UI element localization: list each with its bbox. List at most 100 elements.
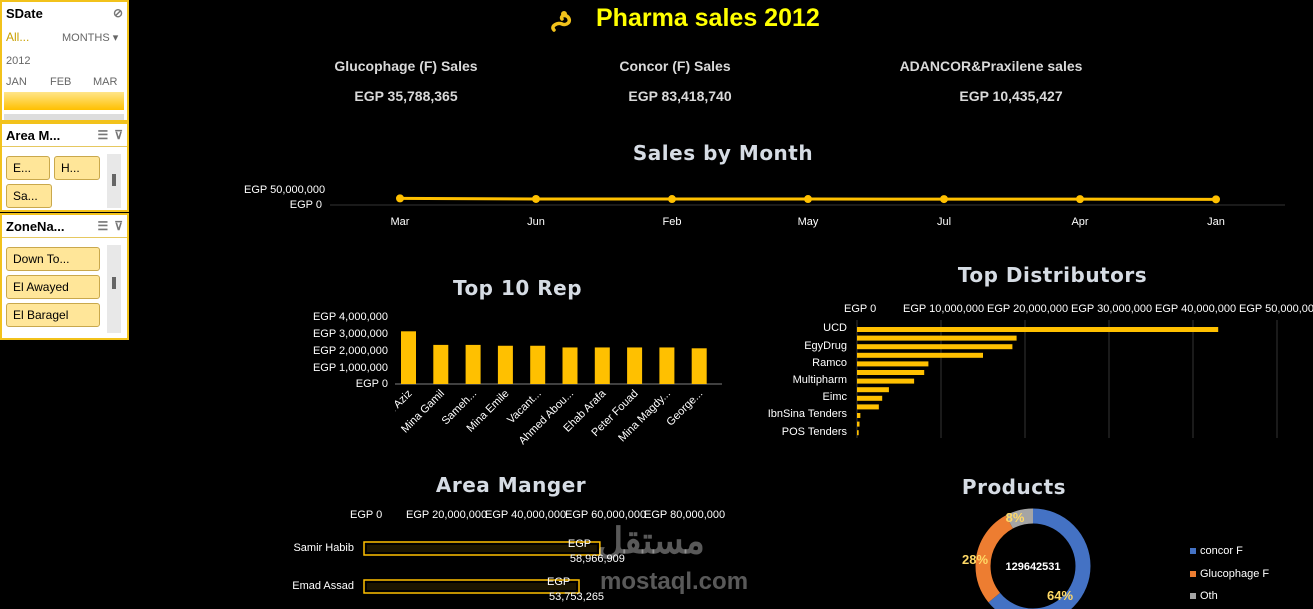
distributor-bar [857,327,1219,332]
distributors-y-label: POS Tenders [781,426,847,438]
sales-month-point [396,194,404,203]
sdate-month-mar[interactable]: MAR [93,76,118,88]
sdate-all-label[interactable]: All... [6,30,30,44]
distributors-y-label: UCD [823,322,847,334]
distributor-bar [857,387,889,393]
sales-month-x-label: Jun [527,216,545,228]
rep-bar [497,345,513,384]
area-manager-y-label: Emad Assad [292,580,354,592]
sdate-month-feb[interactable]: FEB [50,76,72,88]
area-manager-y-label: Samir Habib [293,542,354,554]
sdate-timeline-scrollbar[interactable] [4,114,124,120]
watermark-latin: mostaql.com [600,568,749,595]
sdate-year-label: 2012 [6,55,31,67]
rep-bar [465,344,481,384]
area-manager-x-label: EGP 40,000,000 [485,509,567,521]
distributors-y-label: EgyDrug [804,340,847,352]
sales-month-x-label: Jan [1207,216,1225,228]
sales-by-month-title: Sales by Month [632,141,814,165]
distributors-x-label: EGP 30,000,000 [1071,303,1153,315]
distributor-bar [857,344,1013,350]
area-manager-chart-title: Area Manger [435,473,587,497]
zone-name-slicer[interactable]: ZoneNa... ☰ ⊽ Down To... El Awayed El Bar… [0,213,129,340]
distributor-bar [857,378,915,384]
legend-glucophage-swatch [1190,571,1196,577]
zone-name-item[interactable]: El Awayed [6,275,100,299]
sales-month-point [804,195,812,204]
top-distributors-title: Top Distributors [957,263,1148,287]
kpi-glucophage-value: EGP 35,788,365 [354,88,458,104]
area-manager-bar [363,579,580,594]
area-manager-data-label: EGP [568,538,591,550]
area-manager-x-label: EGP 60,000,000 [565,509,647,521]
area-manager-data-label: EGP [547,576,570,588]
top-rep-y-label: EGP 2,000,000 [312,345,388,357]
sdate-slicer[interactable]: SDate ⊘ All... MONTHS ▾ 2012 JAN FEB MAR [0,0,129,122]
kpi-glucophage-title: Glucophage (F) Sales [334,58,478,74]
products-data-label: 28% [962,552,988,567]
chevron-down-icon: ▾ [112,32,119,44]
products-slice [975,508,1091,609]
watermark-arabic: مستقل [597,520,705,561]
rep-bar [594,347,610,384]
distributor-bar [857,430,859,436]
products-data-label: 64% [1047,588,1073,603]
area-manager-x-label: EGP 20,000,000 [406,509,488,521]
zone-name-item[interactable]: El Baragel [6,303,100,327]
distributors-y-label: Eimc [822,391,847,403]
zone-name-slicer-title: ZoneNa... [6,218,65,234]
kpi-concor-value: EGP 83,418,740 [628,88,732,104]
zone-name-item[interactable]: Down To... [6,247,100,271]
rep-bar [691,348,707,384]
distributor-bar [857,352,983,358]
distributor-bar [857,421,860,427]
rep-bar [530,345,546,384]
distributors-y-label: Multipharm [792,374,847,386]
zone-name-scrollbar[interactable] [107,245,121,333]
top-rep-y-label: EGP 4,000,000 [312,311,388,323]
area-manager-item[interactable]: Sa... [6,184,52,208]
legend-concor-swatch [1190,548,1196,554]
products-title: Products [961,475,1067,499]
sales-month-x-label: May [798,216,819,228]
area-manager-item[interactable]: E... [6,156,50,180]
sales-month-x-label: Feb [663,216,682,228]
area-manager-item[interactable]: H... [54,156,100,180]
dashboard-title: Pharma sales 2012 [596,4,820,32]
clear-filter-icon[interactable]: ⊽ [114,219,123,233]
distributors-x-label: EGP 40,000,000 [1155,303,1237,315]
distributors-y-label: IbnSina Tenders [767,408,847,420]
sdate-level-dropdown[interactable]: MONTHS ▾ [62,31,118,44]
sales-month-point [532,194,540,203]
products-donut-chart: 64% 28% 8% 129642531 [962,508,1091,609]
area-manager-x-label: EGP 0 [350,509,383,521]
area-manager-scrollbar[interactable] [107,154,121,208]
top-distributors-chart [856,320,1278,438]
sdate-month-jan[interactable]: JAN [6,76,27,88]
area-manager-bar-fill [367,583,577,590]
multi-select-icon[interactable]: ☰ [97,128,109,142]
area-manager-bar-fill [367,545,597,552]
sales-by-month-chart: Mar Jun Feb May Jul Apr Jan [330,194,1285,228]
area-manager-data-label: 58,966,909 [570,553,625,565]
sales-month-point [1076,195,1084,204]
sales-month-y-label: EGP 50,000,000 [244,184,326,196]
rep-bar [562,347,578,384]
sales-month-x-label: Mar [391,216,410,228]
distributors-x-label: EGP 0 [844,303,877,315]
legend-concor-label: concor F [1200,545,1243,557]
zone-name-slicer-header: ZoneNa... ☰ ⊽ [2,215,127,238]
top-rep-y-label: EGP 0 [355,378,388,390]
rep-bar [433,344,449,384]
multi-select-icon[interactable]: ☰ [97,219,109,233]
distributors-x-label: EGP 20,000,000 [987,303,1069,315]
sdate-slicer-header: SDate ⊘ [2,2,127,24]
legend-glucophage: Glucophage F [1190,568,1269,580]
distributors-x-label: EGP 10,000,000 [903,303,985,315]
clear-filter-icon[interactable]: ⊽ [114,128,123,142]
clear-filter-icon[interactable]: ⊘ [112,6,123,20]
area-manager-slicer[interactable]: Area M... ☰ ⊽ E... H... Sa... [0,122,129,212]
sales-month-y-label: EGP 0 [289,199,322,211]
sdate-timeline-bar[interactable] [4,92,124,110]
products-data-label: 8% [1006,510,1025,525]
